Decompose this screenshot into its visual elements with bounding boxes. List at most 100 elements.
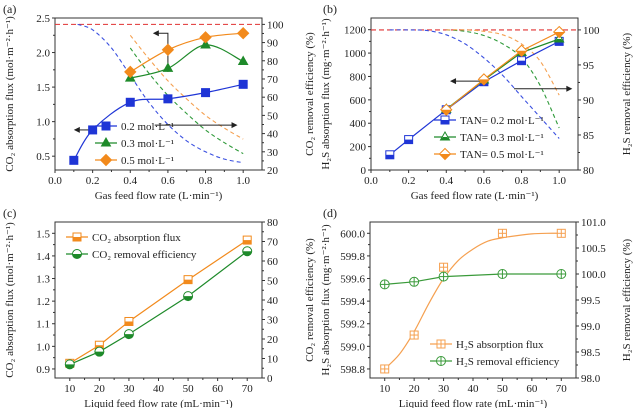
y-right-tick-label: 95 xyxy=(583,60,595,72)
data-point xyxy=(380,364,390,374)
data-point xyxy=(438,271,449,282)
x-tick-label: 0.2 xyxy=(86,175,100,187)
legend-item: TAN= 0.5 mol·L⁻¹ xyxy=(434,147,544,161)
legend-label: TAN= 0.5 mol·L⁻¹ xyxy=(460,149,544,161)
y-right-tick-label: 98.0 xyxy=(581,373,601,385)
panel-c: (c) 10 20 30 40 50 60 70 Liquid feed flow rate (… xyxy=(3,206,316,408)
y-right-tick-label: 50 xyxy=(267,276,279,288)
panel-label: (c) xyxy=(3,206,16,220)
y-left-tick-label: 599.8 xyxy=(340,251,365,263)
data-point xyxy=(161,43,175,56)
series-2 xyxy=(440,25,566,116)
series-0 xyxy=(69,79,248,165)
x-tick-label: 20 xyxy=(94,383,106,395)
marker-fill xyxy=(478,79,490,85)
y-right-tick-label: 99.0 xyxy=(581,321,601,333)
x-axis-label: Gas feed flow rate (L·min⁻¹) xyxy=(411,190,539,202)
x-tick-label: 1.0 xyxy=(236,175,250,187)
arrow-shaft xyxy=(157,32,169,72)
legend-item: 0.5 mol·L⁻¹ xyxy=(95,153,174,167)
series-1 xyxy=(64,246,253,370)
x-tick-label: 0.0 xyxy=(364,175,378,187)
marker-fill xyxy=(440,109,452,116)
legend-marker xyxy=(72,249,82,259)
x-tick-label: 10 xyxy=(379,383,391,395)
data-point xyxy=(477,73,491,86)
legend-item: H₂S absorption flux xyxy=(430,339,544,351)
data-point xyxy=(124,316,134,326)
y-left-tick-label: 1.1 xyxy=(36,319,50,331)
y-left-tick-label: 599.0 xyxy=(340,341,365,353)
series-1 xyxy=(440,33,565,113)
marker-fill xyxy=(517,60,526,65)
legend-marker xyxy=(99,153,113,167)
data-point xyxy=(379,279,390,290)
y-right-tick-label: 85 xyxy=(583,130,595,142)
y-right-tick-label: 99.5 xyxy=(581,295,601,307)
data-point xyxy=(517,56,527,66)
marker-fill xyxy=(183,296,193,301)
data-point xyxy=(556,228,566,238)
panel-label: (a) xyxy=(3,2,16,16)
y-right-tick-label: 30 xyxy=(267,147,279,159)
data-point xyxy=(88,125,98,135)
y-right-tick-label: 40 xyxy=(267,295,279,307)
y-left-tick-label: 0.5 xyxy=(36,151,50,163)
y-left-axis-label: CO₂ absorption flux (mol·m⁻²·h⁻¹) xyxy=(4,222,16,378)
legend-marker xyxy=(100,136,112,147)
marker-fill xyxy=(65,364,75,369)
y-right-tick-label: 98.5 xyxy=(581,347,601,359)
series-0 xyxy=(380,228,566,374)
y-left-tick-label: 1.0 xyxy=(36,117,50,129)
x-tick-label: 70 xyxy=(242,383,254,395)
y-left-axis-label: H₂S absorption flux (mg·m⁻²·h⁻¹) xyxy=(320,224,332,376)
y-right-tick-label: 80 xyxy=(267,56,279,68)
marker-fill xyxy=(439,154,451,160)
y-left-tick-label: 1.2 xyxy=(36,296,50,308)
y-left-tick-label: 800 xyxy=(350,71,367,83)
efficiency-curve-2 xyxy=(446,29,560,96)
panel-label: (b) xyxy=(323,2,337,16)
data-point xyxy=(199,31,212,44)
legend-label: H₂S absorption flux xyxy=(456,339,544,351)
legend-label: 0.3 mol·L⁻¹ xyxy=(121,138,174,150)
legend-marker xyxy=(438,147,452,161)
data-point xyxy=(64,359,75,370)
legend-item: TAN= 0.2 mol·L⁻¹ xyxy=(434,115,544,127)
x-tick-label: 60 xyxy=(526,383,538,395)
legend-label: 0.2 mol·L⁻¹ xyxy=(121,121,174,133)
data-point xyxy=(125,97,135,107)
legend: TAN= 0.2 mol·L⁻¹ TAN= 0.3 mol·L⁻¹ TAN= 0.5… xyxy=(434,115,544,161)
data-point xyxy=(409,330,419,340)
y-right-tick-label: 0 xyxy=(267,373,273,385)
x-tick-label: 70 xyxy=(556,383,568,395)
data-point xyxy=(94,346,105,357)
legend: CO₂ absorption flux CO₂ removal efficienc… xyxy=(66,232,197,261)
marker-fill xyxy=(385,154,394,159)
efficiency-curve-0 xyxy=(77,23,244,164)
x-tick-label: 0.6 xyxy=(161,175,175,187)
data-point xyxy=(236,26,250,40)
y-right-tick-label: 100 xyxy=(267,19,284,31)
axis-arrow-left xyxy=(152,30,169,72)
x-axis-label: Gas feed flow rate (L·min⁻¹) xyxy=(95,190,223,202)
x-axis-label: Liquid feed flow rate (mL·min⁻¹) xyxy=(84,398,233,408)
y-left-tick-label: 1.5 xyxy=(36,82,50,94)
efficiency-curve-0 xyxy=(389,29,560,139)
y-right-tick-label: 101.0 xyxy=(581,217,606,229)
arrow-head xyxy=(152,30,159,37)
x-axis-label: Liquid feed flow rate (mL·min⁻¹) xyxy=(399,398,548,408)
arrow-head xyxy=(450,78,457,85)
series-line xyxy=(129,32,244,73)
legend-item: TAN= 0.3 mol·L⁻¹ xyxy=(434,130,544,144)
legend-item: CO₂ removal efficiency xyxy=(66,249,197,261)
legend-item: 0.3 mol·L⁻¹ xyxy=(95,136,174,150)
panel-a: (a) 0.0 0.2 0.4 0.6 0.8 1.0 Gas feed flow rate … xyxy=(3,2,316,202)
legend-label: H₂S removal efficiency xyxy=(456,356,560,368)
legend-marker xyxy=(436,339,446,349)
y-left-tick-label: 1000 xyxy=(344,48,367,60)
data-point xyxy=(69,155,79,165)
y-right-tick-label: 60 xyxy=(267,92,279,104)
y-right-tick-label: 100.5 xyxy=(581,243,606,255)
legend: H₂S absorption flux H₂S removal efficienc… xyxy=(430,339,560,368)
